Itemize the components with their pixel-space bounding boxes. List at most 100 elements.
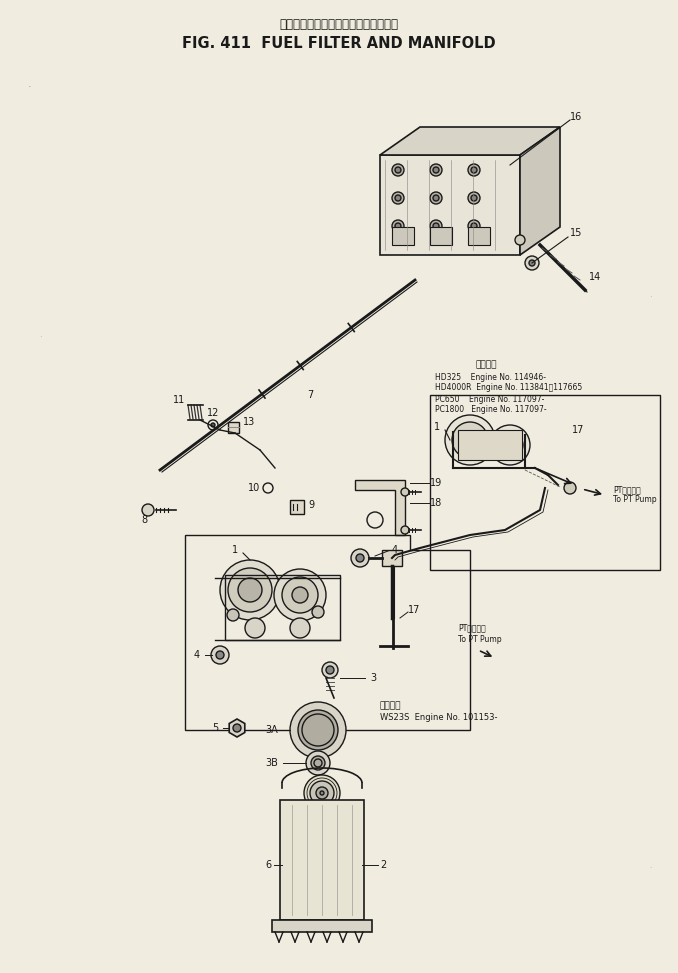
Text: ·: · [649,293,652,302]
Circle shape [564,482,576,494]
Circle shape [433,223,439,229]
Circle shape [430,192,442,204]
Circle shape [245,618,265,638]
Text: 10: 10 [247,483,260,493]
Bar [430,395,660,570]
Text: 適用号機: 適用号機 [380,702,401,710]
Bar [225,575,340,640]
Circle shape [274,569,326,621]
Circle shape [395,167,401,173]
Circle shape [351,549,369,567]
Circle shape [468,164,480,176]
Circle shape [311,756,325,770]
Circle shape [392,220,404,232]
Text: 3A: 3A [265,725,278,735]
Text: 3: 3 [370,673,376,683]
Circle shape [471,223,477,229]
Circle shape [312,606,324,618]
Text: 1: 1 [232,545,238,555]
Circle shape [306,751,330,775]
Circle shape [445,415,495,465]
Text: PTポンプへ: PTポンプへ [458,624,485,632]
Bar [458,430,522,460]
Circle shape [238,578,262,602]
Text: 適用号機: 適用号機 [475,361,496,370]
Circle shape [471,195,477,201]
Text: FIG. 411  FUEL FILTER AND MANIFOLD: FIG. 411 FUEL FILTER AND MANIFOLD [182,35,496,51]
Circle shape [462,432,478,448]
Bar [280,800,364,920]
Circle shape [395,195,401,201]
Circle shape [471,167,477,173]
Text: To PT Pump: To PT Pump [458,635,502,644]
Polygon shape [380,127,560,155]
Bar [290,500,304,514]
Bar [382,550,402,566]
Circle shape [211,646,229,664]
Text: 15: 15 [570,228,582,238]
Circle shape [356,554,364,562]
Polygon shape [229,719,245,737]
Circle shape [515,235,525,245]
Circle shape [505,440,515,450]
Bar [392,227,414,245]
Text: 16: 16 [570,112,582,122]
Circle shape [220,560,280,620]
Text: PTポンプへ: PTポンプへ [613,486,641,494]
Text: 5: 5 [212,723,218,733]
Text: ·: · [28,82,32,92]
Circle shape [290,702,346,758]
Circle shape [401,526,409,534]
Circle shape [322,662,338,678]
Circle shape [433,195,439,201]
Text: 17: 17 [572,425,584,435]
Text: 19: 19 [430,478,442,488]
Polygon shape [520,127,560,255]
Circle shape [490,425,530,465]
Circle shape [497,432,523,458]
Circle shape [227,609,239,621]
Text: WS23S  Engine No. 101153-: WS23S Engine No. 101153- [380,713,498,723]
Circle shape [430,164,442,176]
Text: 2: 2 [380,860,386,870]
Bar [228,422,239,433]
Text: 7: 7 [307,390,313,400]
Bar [272,920,372,932]
Text: 11: 11 [173,395,185,405]
Text: To PT Pump: To PT Pump [613,495,656,504]
Text: 12: 12 [207,408,219,418]
Text: 18: 18 [430,498,442,508]
Text: PC650    Engine No. 117097-: PC650 Engine No. 117097- [435,394,544,404]
Text: 4: 4 [194,650,200,660]
Text: 3B: 3B [265,758,278,768]
Circle shape [320,791,324,795]
Circle shape [282,577,318,613]
Text: 1: 1 [434,422,440,432]
Circle shape [142,504,154,516]
Text: HD4000R  Engine No. 113841～117665: HD4000R Engine No. 113841～117665 [435,383,582,392]
Text: ·: · [649,865,651,871]
Circle shape [298,710,338,750]
Circle shape [529,260,535,266]
Circle shape [395,223,401,229]
Bar [380,155,520,255]
Text: HD325    Engine No. 114946-: HD325 Engine No. 114946- [435,373,546,381]
Text: ·: · [39,333,41,342]
Circle shape [468,192,480,204]
Circle shape [290,618,310,638]
Text: 4: 4 [392,545,398,555]
Text: フェルフィルタおよび　マニホールド: フェルフィルタおよび マニホールド [279,18,399,31]
Circle shape [525,256,539,270]
Bar [468,227,490,245]
Circle shape [228,568,272,612]
Circle shape [468,220,480,232]
Circle shape [211,423,215,427]
Circle shape [401,488,409,496]
Text: 9: 9 [308,500,314,510]
Circle shape [392,192,404,204]
Circle shape [304,775,340,811]
Circle shape [433,167,439,173]
Text: 17: 17 [408,605,420,615]
Text: PC1800   Engine No. 117097-: PC1800 Engine No. 117097- [435,406,546,414]
Bar [430,227,452,245]
